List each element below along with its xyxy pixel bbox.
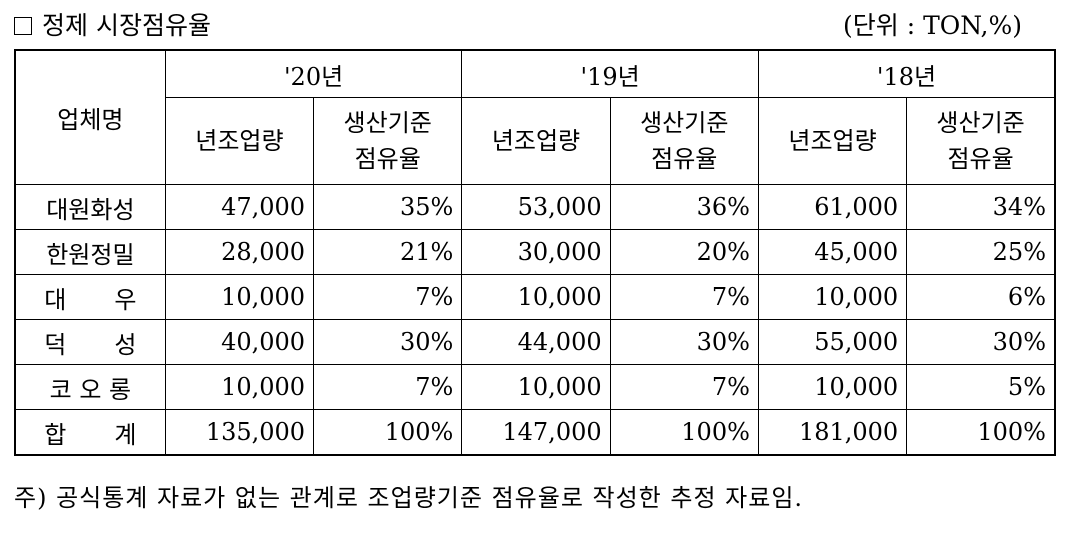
checkbox-icon (14, 17, 32, 35)
share-2019: 36% (609, 184, 759, 230)
header-share-line2: 점유율 (354, 145, 421, 173)
footnote: 주) 공식통계 자료가 없는 관계로 조업량기준 점유율로 작성한 추정 자료임… (14, 484, 804, 512)
table-row: 덕 성 40,000 30% 44,000 30% 55,000 30% (14, 319, 1056, 365)
production-2019: 30,000 (461, 229, 611, 275)
share-2020: 7% (313, 274, 463, 320)
company-name: 코 오 롱 (14, 364, 166, 410)
production-2018: 45,000 (757, 229, 908, 275)
production-2018: 181,000 (757, 409, 908, 456)
production-2018: 10,000 (757, 364, 908, 410)
header-share-line1: 생산기준 (343, 109, 432, 137)
company-name: 한원정밀 (14, 229, 166, 275)
production-2020: 135,000 (164, 409, 315, 456)
unit-label: (단위 : TON,%) (843, 11, 1022, 40)
header-share-line2: 점유율 (651, 145, 718, 173)
share-2018: 34% (906, 184, 1056, 230)
table-row: 코 오 롱 10,000 7% 10,000 7% 10,000 5% (14, 364, 1056, 410)
production-2019: 53,000 (461, 184, 611, 230)
production-2020: 47,000 (164, 184, 315, 230)
header-company: 업체명 (14, 49, 166, 185)
share-2018: 25% (906, 229, 1056, 275)
header-production: 년조업량 (757, 97, 908, 185)
section-title: 정제 시장점유율 (14, 8, 211, 44)
production-2018: 61,000 (757, 184, 908, 230)
header-year-2019: '19년 (461, 49, 759, 98)
header-year-2020: '20년 (164, 49, 463, 98)
header-production: 년조업량 (461, 97, 611, 185)
header-share-line1: 생산기준 (640, 109, 729, 137)
title-text: 정제 시장점유율 (42, 11, 211, 40)
production-2018: 55,000 (757, 319, 908, 365)
share-2019: 20% (609, 229, 759, 275)
share-2020: 21% (313, 229, 463, 275)
company-name: 대원화성 (14, 184, 166, 230)
table-row: 대원화성 47,000 35% 53,000 36% 61,000 34% (14, 184, 1056, 230)
production-2019: 147,000 (461, 409, 611, 456)
share-2020: 7% (313, 364, 463, 410)
share-2019: 7% (609, 274, 759, 320)
table-row: 한원정밀 28,000 21% 30,000 20% 45,000 25% (14, 229, 1056, 275)
production-2018: 10,000 (757, 274, 908, 320)
table-row: 대 우 10,000 7% 10,000 7% 10,000 6% (14, 274, 1056, 320)
header-share-line1: 생산기준 (936, 109, 1025, 137)
header-year-2018: '18년 (757, 49, 1056, 98)
production-2019: 44,000 (461, 319, 611, 365)
production-2019: 10,000 (461, 364, 611, 410)
production-2020: 28,000 (164, 229, 315, 275)
share-2020: 30% (313, 319, 463, 365)
production-2019: 10,000 (461, 274, 611, 320)
company-name: 덕 성 (14, 319, 166, 365)
header: 정제 시장점유율 (단위 : TON,%) (14, 8, 1052, 44)
share-2018: 100% (906, 409, 1056, 456)
header-row-years: 업체명 '20년 '19년 '18년 (14, 49, 1056, 185)
company-name: 대 우 (14, 274, 166, 320)
production-2020: 10,000 (164, 274, 315, 320)
share-2018: 30% (906, 319, 1056, 365)
company-name: 합 계 (14, 409, 166, 456)
share-2019: 100% (609, 409, 759, 456)
share-2020: 100% (313, 409, 463, 456)
header-share-line2: 점유율 (947, 145, 1014, 173)
production-2020: 10,000 (164, 364, 315, 410)
share-2018: 5% (906, 364, 1056, 410)
share-2019: 7% (609, 364, 759, 410)
production-2020: 40,000 (164, 319, 315, 365)
share-2019: 30% (609, 319, 759, 365)
share-2020: 35% (313, 184, 463, 230)
share-2018: 6% (906, 274, 1056, 320)
total-row: 합 계 135,000 100% 147,000 100% 181,000 10… (14, 409, 1056, 456)
header-production: 년조업량 (164, 97, 315, 185)
